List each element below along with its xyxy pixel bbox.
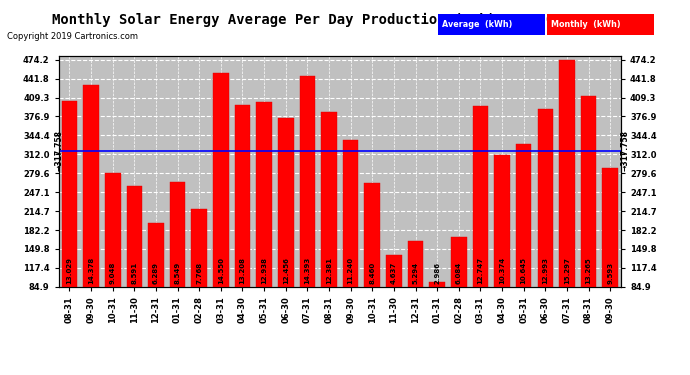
- Bar: [516, 144, 531, 336]
- Text: Average  (kWh): Average (kWh): [442, 20, 512, 29]
- Bar: [105, 173, 121, 336]
- Bar: [538, 109, 553, 336]
- Bar: [494, 155, 510, 336]
- Text: 7.768: 7.768: [196, 262, 202, 284]
- Bar: [299, 76, 315, 336]
- Text: Copyright 2019 Cartronics.com: Copyright 2019 Cartronics.com: [7, 32, 138, 41]
- Text: 14.550: 14.550: [218, 257, 224, 284]
- Bar: [235, 105, 250, 336]
- Text: Monthly Solar Energy Average Per Day Production (KWh)  Sun Oct 6 18:29: Monthly Solar Energy Average Per Day Pro…: [52, 13, 638, 27]
- Bar: [581, 96, 596, 336]
- Bar: [126, 186, 142, 336]
- Text: Monthly  (kWh): Monthly (kWh): [551, 20, 620, 29]
- Text: 9.048: 9.048: [110, 262, 116, 284]
- Text: 6.289: 6.289: [153, 262, 159, 284]
- Bar: [61, 100, 77, 336]
- Text: 8.460: 8.460: [369, 262, 375, 284]
- Text: 10.645: 10.645: [521, 257, 526, 284]
- Bar: [386, 255, 402, 336]
- Bar: [408, 241, 423, 336]
- Bar: [364, 183, 380, 336]
- Bar: [213, 73, 228, 336]
- Text: 4.637: 4.637: [391, 262, 397, 284]
- Text: 14.378: 14.378: [88, 257, 94, 284]
- Text: 10.374: 10.374: [499, 257, 505, 284]
- Text: 5.294: 5.294: [413, 262, 419, 284]
- Bar: [343, 140, 358, 336]
- Bar: [148, 223, 164, 336]
- Bar: [83, 85, 99, 336]
- Text: 13.029: 13.029: [66, 257, 72, 284]
- Text: 13.208: 13.208: [239, 257, 246, 284]
- Bar: [278, 118, 293, 336]
- Text: 12.381: 12.381: [326, 257, 332, 284]
- Bar: [473, 106, 489, 336]
- Text: 14.393: 14.393: [304, 257, 310, 284]
- Text: 8.549: 8.549: [175, 262, 181, 284]
- Bar: [170, 182, 186, 336]
- Text: 12.456: 12.456: [283, 257, 288, 284]
- Text: 9.593: 9.593: [607, 262, 613, 284]
- Text: 6.084: 6.084: [456, 262, 462, 284]
- Text: 12.747: 12.747: [477, 257, 484, 284]
- Text: 8.591: 8.591: [131, 262, 137, 284]
- Text: →317.758: →317.758: [621, 130, 630, 171]
- Bar: [322, 112, 337, 336]
- Bar: [559, 60, 575, 336]
- Text: 15.297: 15.297: [564, 257, 570, 284]
- Text: 13.265: 13.265: [586, 257, 591, 284]
- Bar: [191, 210, 207, 336]
- Bar: [602, 168, 618, 336]
- Text: 12.993: 12.993: [542, 257, 549, 284]
- Bar: [257, 102, 272, 336]
- Bar: [451, 237, 466, 336]
- Text: →317.758: →317.758: [55, 130, 63, 171]
- Text: 11.240: 11.240: [348, 257, 354, 284]
- Text: 2.986: 2.986: [434, 262, 440, 284]
- Bar: [429, 282, 445, 336]
- Text: 12.938: 12.938: [261, 257, 267, 284]
